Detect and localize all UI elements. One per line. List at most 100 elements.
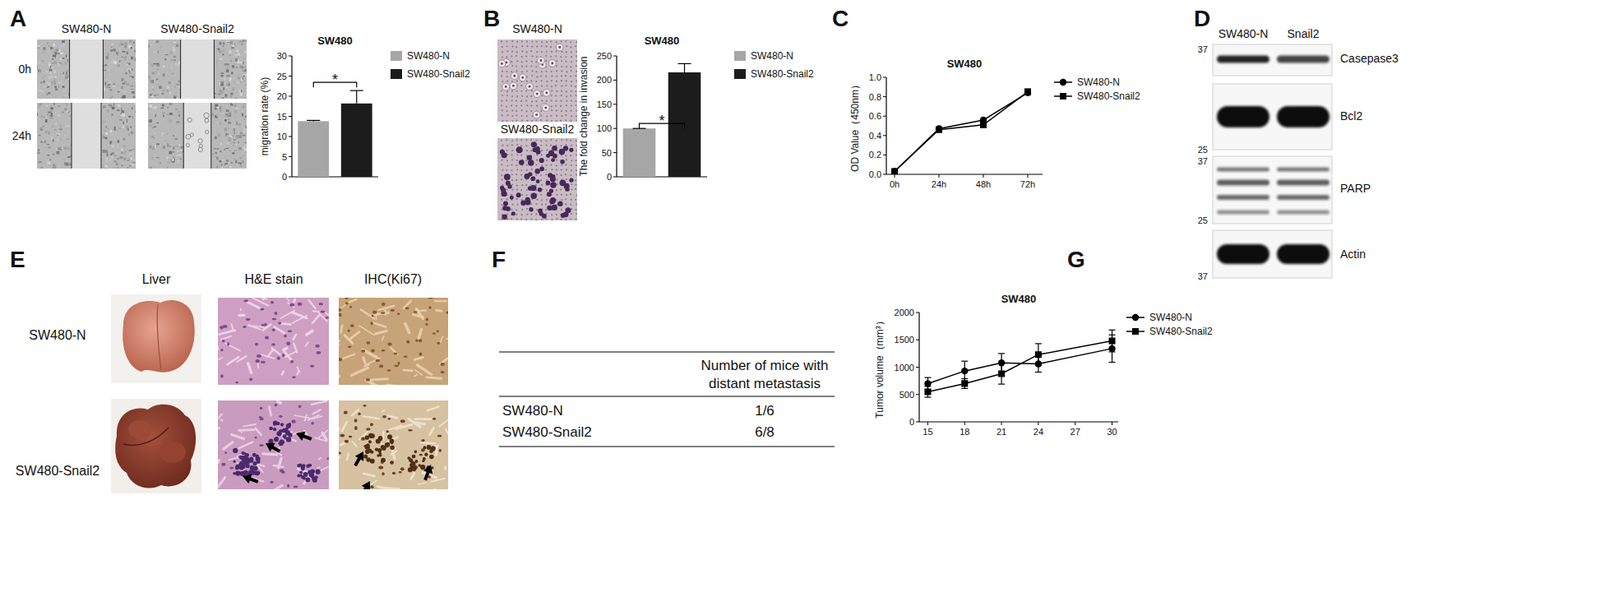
texture	[47, 61, 51, 65]
pore	[526, 80, 528, 83]
wound-gap	[183, 102, 212, 169]
texture	[235, 86, 237, 88]
marker	[1059, 78, 1067, 86]
y-tick-label: 0.0	[869, 169, 882, 180]
pore	[516, 203, 518, 205]
cell	[516, 146, 523, 153]
legend-swatch	[390, 69, 403, 79]
pore	[535, 119, 537, 121]
mw-marker: 37	[1197, 44, 1208, 55]
texture	[120, 60, 123, 62]
bar	[623, 128, 657, 177]
pore	[511, 120, 514, 122]
pore	[560, 74, 563, 77]
texture	[44, 140, 47, 144]
texture	[161, 103, 165, 105]
nucleus	[255, 359, 260, 363]
nucleus	[277, 356, 281, 361]
texture	[126, 160, 130, 162]
x-tick	[1074, 421, 1076, 426]
blot-band	[1276, 180, 1330, 186]
texture	[134, 85, 136, 88]
blot-band	[1276, 194, 1330, 200]
texture	[294, 415, 310, 419]
texture	[161, 134, 163, 137]
texture	[244, 39, 247, 42]
pore	[550, 70, 553, 73]
pore	[550, 138, 552, 141]
series-line	[927, 341, 1112, 393]
pore	[564, 60, 567, 63]
cell	[518, 159, 525, 166]
cell	[187, 117, 192, 122]
texture	[64, 60, 66, 61]
texture	[173, 41, 177, 43]
cell	[550, 157, 555, 162]
texture	[171, 161, 176, 163]
pore	[545, 45, 548, 47]
texture	[106, 68, 111, 71]
pore	[555, 90, 558, 93]
texture	[230, 95, 233, 98]
texture	[237, 53, 241, 56]
texture	[117, 167, 119, 169]
pore	[520, 115, 523, 117]
texture	[226, 83, 231, 86]
pore	[506, 217, 509, 220]
marker	[1024, 89, 1032, 97]
nucleus	[327, 457, 329, 460]
pore	[550, 55, 552, 58]
pore	[515, 90, 518, 93]
texture	[285, 351, 296, 357]
marker	[961, 367, 968, 375]
pore	[535, 174, 537, 176]
texture	[38, 85, 40, 88]
pore	[550, 99, 553, 102]
texture	[63, 146, 66, 149]
pore	[516, 60, 518, 62]
blot-band	[1216, 167, 1270, 172]
cell	[531, 193, 537, 199]
texture	[128, 121, 132, 123]
liver-lobe-line	[123, 427, 169, 445]
pore	[560, 60, 563, 62]
cell	[542, 88, 551, 97]
pore	[570, 183, 573, 185]
texture	[227, 162, 231, 165]
texture	[103, 64, 105, 68]
pore	[540, 139, 542, 142]
pore	[569, 154, 572, 157]
texture	[277, 401, 281, 403]
texture	[231, 71, 233, 74]
texture	[313, 309, 319, 313]
pore	[555, 173, 558, 176]
row-label: 0h	[18, 62, 32, 76]
texture	[65, 102, 69, 106]
micrograph-bg	[217, 297, 329, 385]
texture	[231, 44, 235, 47]
legend-label: SW480-N	[406, 50, 450, 62]
micrograph	[147, 39, 247, 99]
pore	[545, 179, 548, 181]
texture	[53, 80, 57, 84]
pore	[535, 139, 537, 142]
texture	[116, 157, 121, 160]
pore	[541, 203, 543, 206]
wound-gap	[71, 102, 102, 169]
texture	[41, 51, 45, 55]
pore	[535, 41, 537, 43]
texture	[55, 87, 58, 91]
texture	[175, 154, 179, 157]
texture	[164, 138, 168, 142]
pore	[545, 84, 548, 87]
texture	[227, 138, 232, 142]
pore	[505, 138, 508, 141]
texture	[67, 69, 69, 73]
cell	[198, 138, 203, 144]
y-tick	[613, 176, 617, 178]
pore	[500, 198, 503, 201]
texture	[38, 62, 42, 64]
texture	[125, 153, 127, 155]
texture	[124, 152, 127, 155]
texture	[243, 58, 245, 60]
